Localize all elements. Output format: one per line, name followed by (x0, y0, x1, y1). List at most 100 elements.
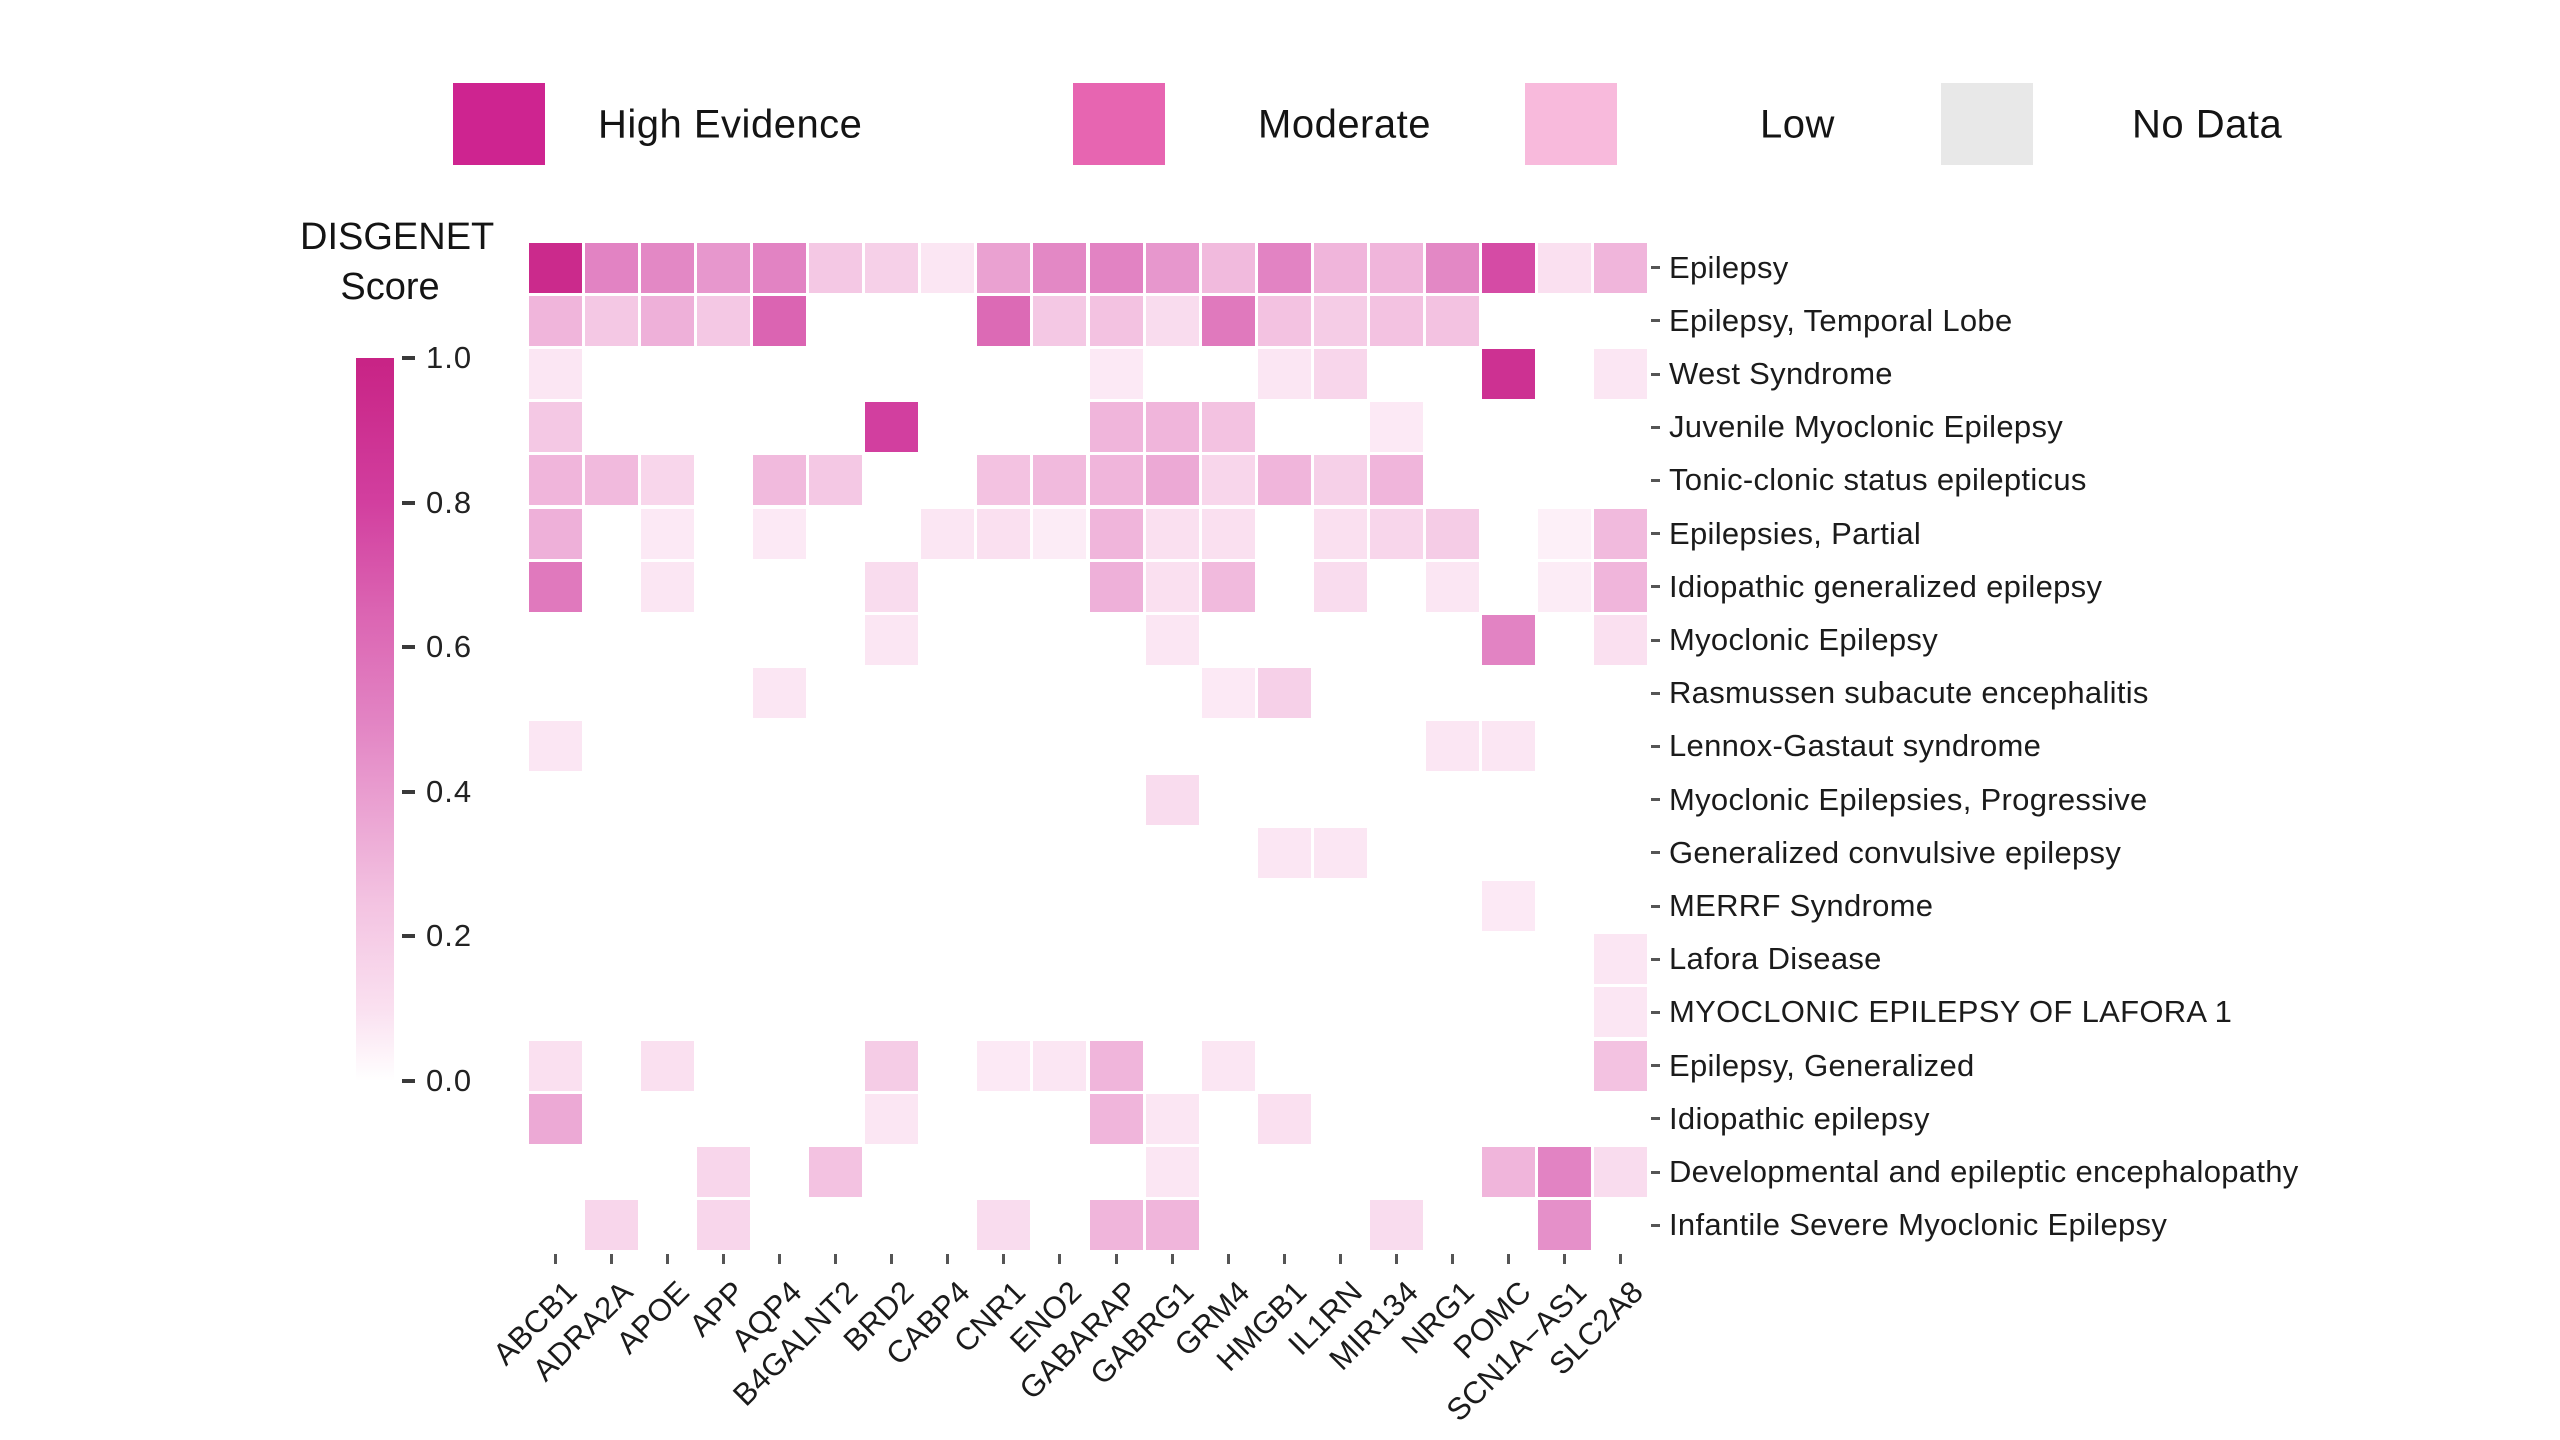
heatmap-cell (921, 827, 975, 878)
colorbar-title-line2: Score (340, 266, 440, 309)
heatmap-cell (1033, 1200, 1087, 1251)
heatmap-cell (921, 668, 975, 719)
heatmap-cell (584, 880, 638, 932)
x-tick-mark (1058, 1253, 1062, 1264)
heatmap-cell (809, 934, 863, 985)
heatmap-cell (1594, 1146, 1648, 1198)
y-tick-mark (1651, 638, 1660, 642)
heatmap-cell (1257, 827, 1311, 878)
heatmap-cell (696, 508, 750, 559)
heatmap-cell (528, 508, 582, 559)
heatmap-cell (1482, 508, 1536, 559)
heatmap-cell (1482, 880, 1536, 932)
heatmap-cell (1370, 455, 1424, 506)
heatmap-cell (1370, 987, 1424, 1038)
heatmap-cell (1033, 295, 1087, 346)
heatmap-cell (977, 508, 1031, 559)
x-tick-mark (609, 1253, 613, 1264)
heatmap-cell (528, 1146, 582, 1198)
heatmap-cell (1313, 774, 1367, 825)
heatmap-cell (1089, 561, 1143, 612)
heatmap-cell (584, 774, 638, 825)
x-tick-mark (1451, 1253, 1455, 1264)
heatmap-cell (1257, 668, 1311, 719)
disease-label: Lafora Disease (1669, 941, 1882, 977)
heatmap-cell (1257, 1200, 1311, 1251)
heatmap-cell (528, 295, 582, 346)
heatmap-cell (1370, 934, 1424, 985)
heatmap-cell (1426, 880, 1480, 932)
heatmap-cell (1257, 721, 1311, 772)
heatmap-cell (1538, 1146, 1592, 1198)
heatmap-cell (865, 774, 919, 825)
heatmap-cell (752, 1200, 806, 1251)
heatmap-cell (528, 402, 582, 453)
heatmap-cell (865, 934, 919, 985)
heatmap-cell (865, 614, 919, 666)
heatmap-cell (865, 1200, 919, 1251)
legend-label: Low (1760, 102, 1835, 147)
x-tick-mark (1114, 1253, 1118, 1264)
colorbar-tick-label: 0.6 (426, 629, 473, 665)
heatmap-cell (809, 508, 863, 559)
heatmap-cell (1426, 987, 1480, 1038)
disease-label: Myoclonic Epilepsy (1669, 622, 1939, 657)
heatmap-cell (1145, 402, 1199, 453)
heatmap-cell (1201, 1040, 1255, 1091)
heatmap-cell (752, 774, 806, 825)
disease-label: Developmental and epileptic encephalopat… (1669, 1154, 2299, 1189)
heatmap-cell (1370, 774, 1424, 825)
heatmap-cell (809, 1200, 863, 1251)
heatmap-cell (1426, 508, 1480, 559)
heatmap-cell (1145, 455, 1199, 506)
x-tick-mark (890, 1253, 894, 1264)
heatmap-cell (977, 827, 1031, 878)
heatmap-cell (1033, 402, 1087, 453)
heatmap-cell (640, 1093, 694, 1144)
heatmap-cell (752, 934, 806, 985)
y-tick-mark (1651, 585, 1660, 589)
heatmap-cell (809, 614, 863, 666)
heatmap-cell (1145, 348, 1199, 400)
disease-label: Tonic-clonic status epilepticus (1669, 462, 2087, 498)
heatmap-cell (1089, 668, 1143, 719)
heatmap-cell (1089, 987, 1143, 1038)
heatmap-cell (809, 827, 863, 878)
heatmap-cell (1089, 295, 1143, 346)
x-tick-mark (553, 1253, 557, 1264)
x-tick-mark (1619, 1253, 1623, 1264)
heatmap-cell (1033, 508, 1087, 559)
heatmap-cell (1089, 348, 1143, 400)
heatmap-cell (584, 402, 638, 453)
heatmap-cell (1538, 827, 1592, 878)
heatmap-cell (1033, 880, 1087, 932)
colorbar-tick-label: 0.4 (426, 773, 473, 809)
heatmap-cell (977, 668, 1031, 719)
heatmap-cell (1257, 508, 1311, 559)
heatmap-cell (1426, 1040, 1480, 1091)
heatmap-cell (921, 934, 975, 985)
legend-label: High Evidence (598, 102, 863, 147)
heatmap-cell (1594, 1093, 1648, 1144)
heatmap-cell (1313, 561, 1367, 612)
heatmap-cell (1033, 1146, 1087, 1198)
heatmap-cell (1538, 1200, 1592, 1251)
y-tick-mark (1651, 1223, 1660, 1227)
heatmap-cell (1426, 934, 1480, 985)
heatmap-cell (1482, 402, 1536, 453)
heatmap-cell (1145, 508, 1199, 559)
disease-label: Juvenile Myoclonic Epilepsy (1669, 409, 2064, 445)
heatmap-cell (528, 1200, 582, 1251)
heatmap-cell (584, 614, 638, 666)
heatmap-cell (1201, 295, 1255, 346)
heatmap-cell (696, 455, 750, 506)
heatmap-cell (584, 1093, 638, 1144)
heatmap-cell (1145, 880, 1199, 932)
y-tick-mark (1651, 957, 1660, 961)
heatmap-cell (752, 987, 806, 1038)
heatmap-cell (1145, 827, 1199, 878)
heatmap-cell (1313, 987, 1367, 1038)
y-tick-mark (1651, 1010, 1660, 1014)
heatmap-cell (1033, 1040, 1087, 1091)
heatmap-cell (1594, 880, 1648, 932)
